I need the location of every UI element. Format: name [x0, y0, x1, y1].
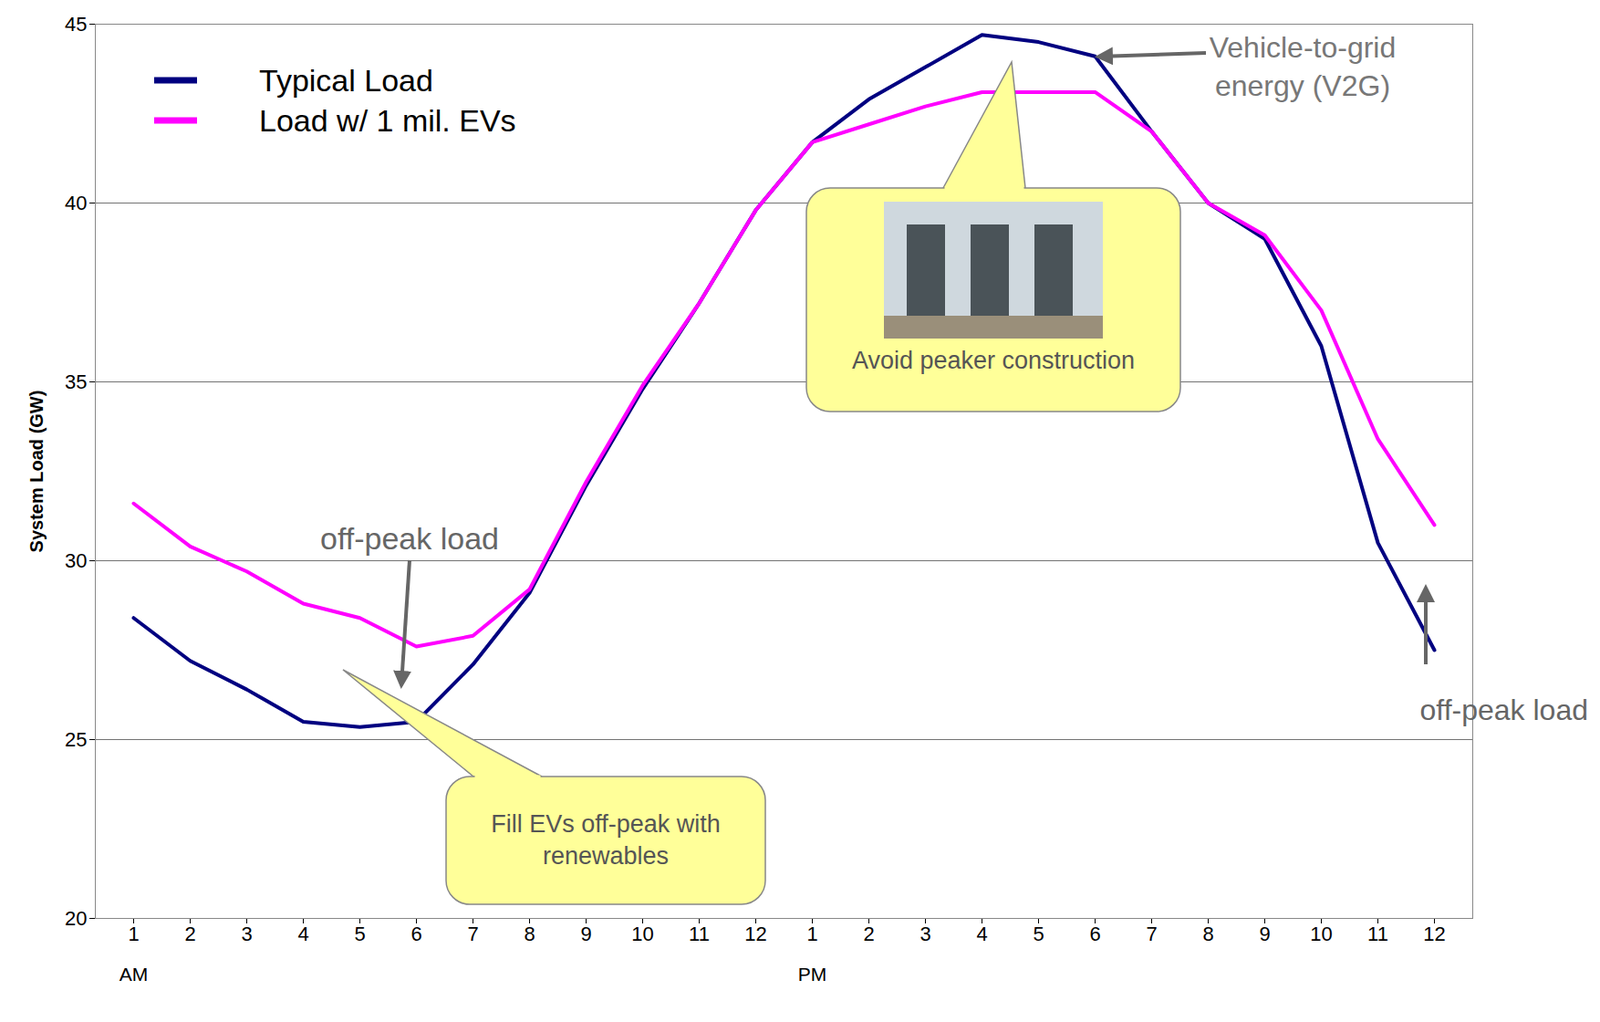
html-text:Vehicle-to-grid energy (V2G): Vehicle-to-grid energy (V2G) — [1209, 31, 1396, 102]
svg-text:AM: AM — [119, 963, 149, 985]
svg-text:5: 5 — [353, 922, 365, 946]
svg-text:2: 2 — [862, 922, 874, 946]
svg-text:45: 45 — [64, 12, 87, 36]
svg-text:4: 4 — [976, 922, 988, 946]
svg-text:1: 1 — [806, 922, 818, 946]
html-text:Fill EVs off-peak with renewab: Fill EVs off-peak with renewables — [490, 810, 721, 870]
html-text:off-peak load: off-peak load — [1419, 693, 1589, 727]
svg-text:12: 12 — [744, 922, 767, 946]
html-text:Typical Load: Typical Load — [259, 62, 434, 98]
svg-text:5: 5 — [1032, 922, 1044, 946]
svg-text:11: 11 — [688, 922, 710, 946]
svg-text:7: 7 — [467, 922, 478, 946]
svg-text:3: 3 — [919, 922, 931, 946]
svg-text:20: 20 — [64, 906, 87, 930]
svg-text:System Load (GW): System Load (GW) — [26, 390, 47, 553]
svg-text:9: 9 — [580, 922, 592, 946]
svg-text:12: 12 — [1423, 922, 1445, 946]
svg-text:3: 3 — [240, 922, 252, 946]
svg-text:11: 11 — [1367, 922, 1389, 946]
svg-text:8: 8 — [523, 922, 535, 946]
svg-text:6: 6 — [410, 922, 422, 946]
svg-text:7: 7 — [1145, 922, 1157, 946]
svg-text:8: 8 — [1202, 922, 1214, 946]
svg-text:30: 30 — [64, 549, 87, 572]
html-text:Avoid peaker construction: Avoid peaker construction — [851, 346, 1135, 375]
svg-text:4: 4 — [297, 922, 309, 946]
svg-text:35: 35 — [64, 370, 87, 394]
svg-text:25: 25 — [64, 727, 87, 751]
html-text:off-peak load: off-peak load — [320, 520, 499, 556]
svg-text:9: 9 — [1258, 922, 1270, 946]
svg-text:6: 6 — [1089, 922, 1101, 946]
svg-text:10: 10 — [631, 922, 654, 946]
html-text:Load w/ 1 mil. EVs: Load w/ 1 mil. EVs — [259, 103, 516, 138]
svg-text:40: 40 — [64, 191, 87, 215]
svg-text:1: 1 — [127, 922, 139, 946]
svg-text:10: 10 — [1309, 922, 1332, 946]
svg-text:PM: PM — [798, 963, 828, 985]
svg-text:2: 2 — [184, 922, 196, 946]
